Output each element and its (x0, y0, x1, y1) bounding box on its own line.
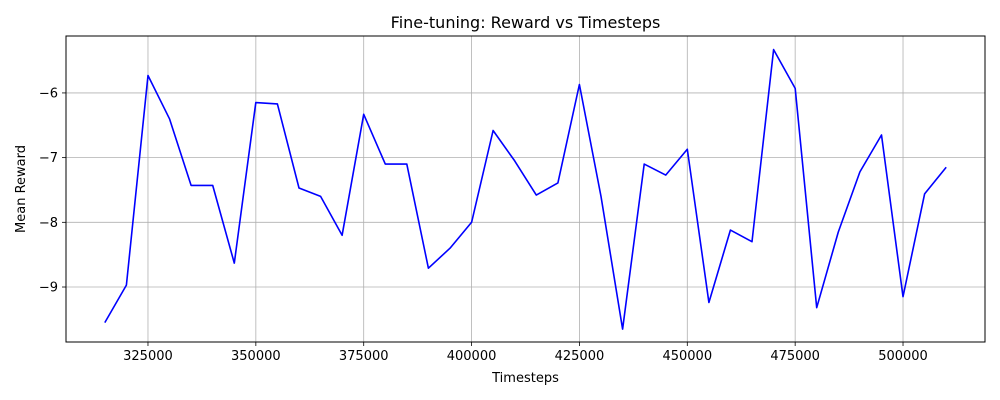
y-axis-label: Mean Reward (14, 145, 29, 233)
y-tick-label: −8 (39, 216, 58, 231)
ticks: 325000 350000 375000 400000 425000 450000 4750… (39, 86, 928, 364)
plot-frame (65, 35, 986, 343)
x-tick-label: 475000 (770, 349, 820, 364)
chart-title: Fine-tuning: Reward vs Timesteps (391, 13, 661, 32)
y-tick-label: −7 (39, 151, 58, 166)
y-tick-label: −6 (39, 86, 58, 101)
grid (66, 36, 985, 342)
x-tick-label: 375000 (339, 349, 389, 364)
x-tick-label: 350000 (231, 349, 281, 364)
x-tick-label: 425000 (555, 349, 605, 364)
series-line (104, 48, 947, 330)
series-layer (104, 48, 947, 330)
x-tick-label: 325000 (123, 349, 173, 364)
x-tick-label: 450000 (662, 349, 712, 364)
x-tick-label: 400000 (447, 349, 497, 364)
x-tick-label: 500000 (878, 349, 928, 364)
y-tick-label: −9 (39, 281, 58, 296)
x-axis-label: Timesteps (491, 371, 559, 386)
